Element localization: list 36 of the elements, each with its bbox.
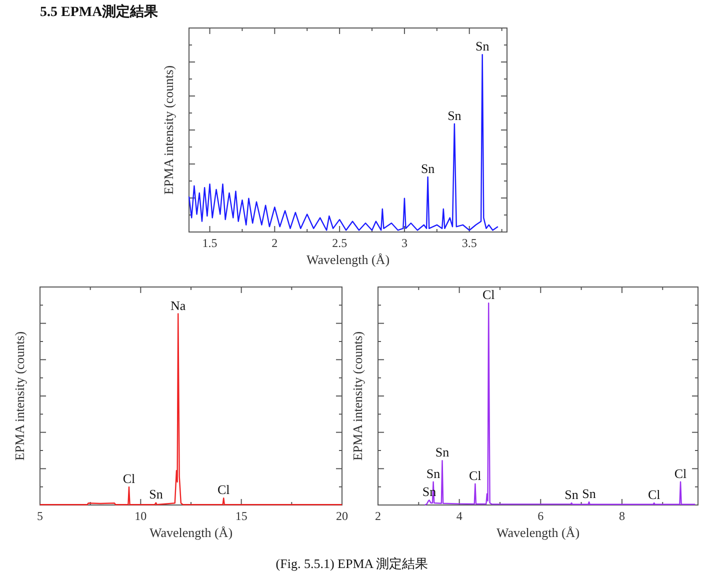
y-axis-title: EPMA intensity (counts)	[12, 331, 27, 461]
annotation: Na	[170, 298, 186, 313]
annotation: Sn	[420, 161, 436, 176]
x-axis-title: Wavelength (Å)	[306, 252, 390, 267]
x-tick-label: 2	[272, 236, 278, 250]
annotation: Sn	[435, 444, 450, 460]
text: 5.5 EPMA測定結果	[40, 3, 160, 20]
annotation: Sn	[426, 466, 441, 481]
x-tick-label: 20	[336, 509, 348, 523]
x-axis-title: Wavelength (Å)	[496, 525, 580, 540]
annotation: Cl	[469, 468, 482, 483]
annotation: Sn	[149, 486, 164, 502]
x-axis-title: Wavelength (Å)	[149, 525, 233, 540]
annotation: Cl	[674, 466, 688, 481]
x-tick-label: 6	[538, 509, 544, 523]
x-tick-label: 8	[618, 509, 625, 523]
y-axis-title: EPMA intensity (counts)	[161, 65, 176, 195]
text: (Fig. 5.5.1) EPMA 測定結果	[276, 556, 428, 571]
annotation: Sn	[448, 108, 462, 123]
x-tick-label: 10	[134, 509, 147, 523]
annotation: Cl	[648, 486, 661, 502]
x-tick-label: 2.5	[332, 236, 348, 250]
x-tick-label: 2	[375, 509, 381, 523]
annotation: Sn	[475, 38, 490, 54]
annotation: Sn	[564, 486, 579, 502]
x-tick-label: 5	[37, 509, 43, 523]
y-axis-title: EPMA intensity (counts)	[350, 331, 365, 461]
x-tick-label: 1.5	[202, 236, 218, 250]
x-tick-label: 15	[235, 509, 248, 523]
annotation: Sn	[582, 486, 596, 501]
x-tick-label: 4	[456, 509, 462, 523]
annotation: Cl	[122, 471, 136, 486]
annotation: Cl	[482, 287, 496, 302]
annotation: Cl	[217, 482, 230, 498]
x-tick-label: 3.5	[462, 236, 477, 250]
x-tick-label: 3	[401, 236, 408, 250]
